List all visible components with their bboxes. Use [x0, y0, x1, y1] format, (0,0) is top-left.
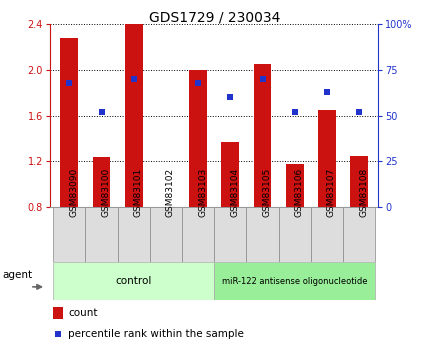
Text: GSM83105: GSM83105: [262, 168, 271, 217]
Bar: [53, 207, 85, 262]
Text: percentile rank within the sample: percentile rank within the sample: [68, 329, 243, 339]
Text: GSM83104: GSM83104: [230, 168, 239, 217]
Text: GSM83106: GSM83106: [294, 168, 303, 217]
Bar: [342, 207, 375, 262]
Bar: [117, 207, 149, 262]
Bar: [189, 70, 207, 207]
Text: control: control: [115, 276, 151, 286]
Bar: [285, 164, 303, 207]
Text: GSM83103: GSM83103: [197, 168, 207, 217]
Text: GSM83108: GSM83108: [358, 168, 367, 217]
Bar: [214, 262, 375, 300]
Bar: [60, 38, 78, 207]
Bar: [125, 24, 142, 207]
Bar: [278, 207, 310, 262]
Text: miR-122 antisense oligonucleotide: miR-122 antisense oligonucleotide: [221, 277, 367, 286]
Bar: [92, 157, 110, 207]
Text: GSM83100: GSM83100: [101, 168, 110, 217]
Text: GDS1729 / 230034: GDS1729 / 230034: [148, 10, 279, 24]
Text: count: count: [68, 308, 97, 318]
Bar: [221, 142, 239, 207]
Bar: [149, 207, 181, 262]
Bar: [214, 207, 246, 262]
Text: GSM83090: GSM83090: [69, 168, 78, 217]
Bar: [253, 64, 271, 207]
Text: GSM83101: GSM83101: [133, 168, 142, 217]
Text: GSM83102: GSM83102: [165, 168, 174, 217]
Bar: [310, 207, 342, 262]
Bar: [53, 262, 214, 300]
Bar: [246, 207, 278, 262]
Text: agent: agent: [3, 270, 33, 280]
Bar: [181, 207, 214, 262]
Bar: [85, 207, 117, 262]
Text: GSM83107: GSM83107: [326, 168, 335, 217]
Bar: [349, 156, 367, 207]
Bar: [317, 110, 335, 207]
Bar: [53, 307, 62, 319]
